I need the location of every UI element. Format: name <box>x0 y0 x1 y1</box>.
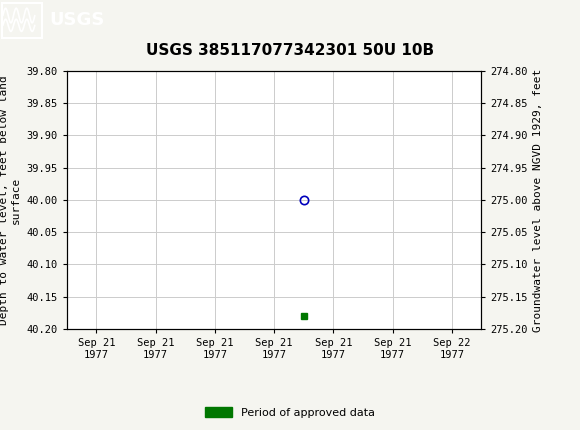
Text: USGS 385117077342301 50U 10B: USGS 385117077342301 50U 10B <box>146 43 434 58</box>
Y-axis label: Depth to water level, feet below land
surface: Depth to water level, feet below land su… <box>0 75 21 325</box>
Y-axis label: Groundwater level above NGVD 1929, feet: Groundwater level above NGVD 1929, feet <box>534 68 543 332</box>
Text: USGS: USGS <box>49 12 104 29</box>
Bar <box>2 3 42 37</box>
Legend: Period of approved data: Period of approved data <box>200 403 380 422</box>
